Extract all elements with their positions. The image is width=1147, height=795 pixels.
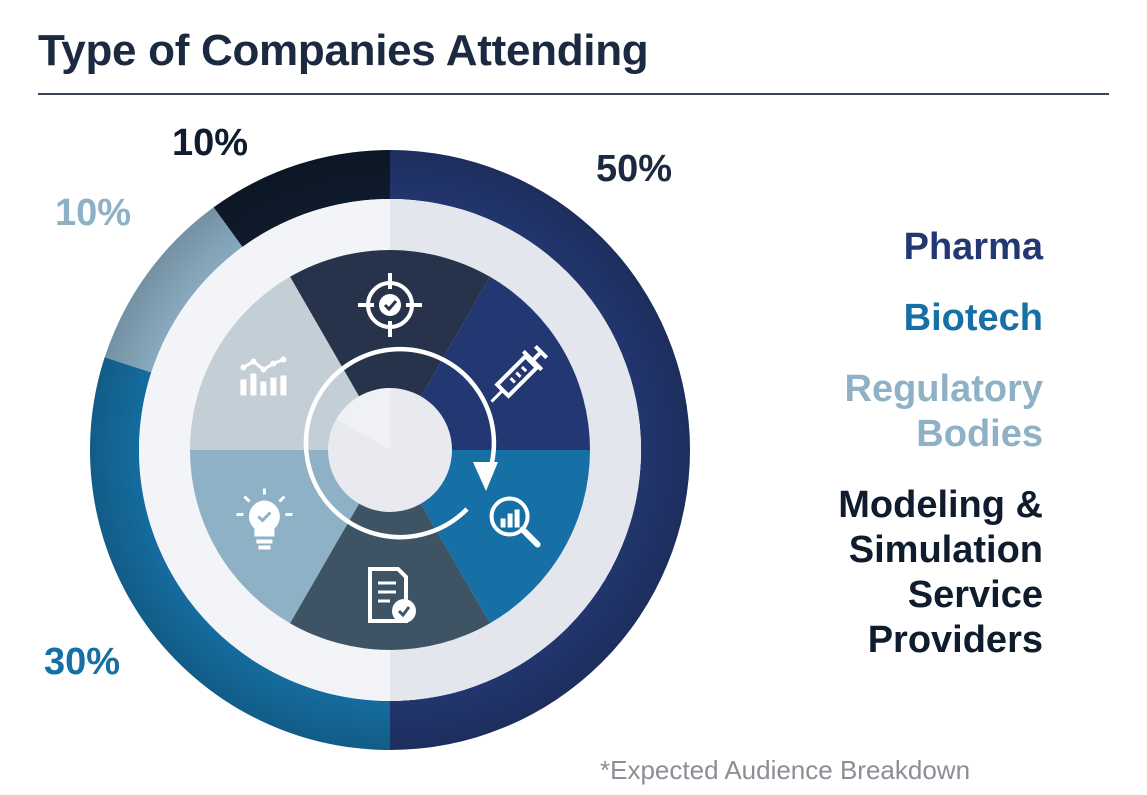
label-biotech-pct: 30% bbox=[44, 641, 121, 683]
legend-line: Bodies bbox=[916, 413, 1043, 455]
document-check-icon bbox=[368, 567, 416, 623]
wedge-lightbulb-check bbox=[190, 450, 390, 624]
label-modeling-pct: 10% bbox=[172, 122, 249, 164]
bar-line-chart-icon bbox=[240, 356, 287, 396]
chart-title: Type of Companies Attending bbox=[38, 26, 649, 75]
legend-item-pharma: Pharma bbox=[838, 225, 1043, 270]
legend-item-regulatory: Regulatory Bodies bbox=[838, 367, 1043, 457]
wedge-document-check bbox=[290, 450, 490, 650]
legend-line: Regulatory bbox=[844, 368, 1043, 410]
legend-line: Simulation bbox=[848, 529, 1043, 571]
legend: Pharma Biotech Regulatory Bodies Modelin… bbox=[838, 225, 1043, 663]
analytics-search-icon bbox=[489, 496, 541, 548]
hub-highlight bbox=[336, 388, 390, 450]
lightbulb-check-icon bbox=[236, 488, 293, 550]
title-divider bbox=[38, 93, 1109, 95]
legend-line: Service bbox=[907, 574, 1043, 616]
syringe-icon bbox=[490, 344, 549, 403]
label-regulatory-pct: 10% bbox=[55, 192, 132, 234]
wedge-syringe bbox=[390, 276, 590, 450]
legend-item-modeling: Modeling & Simulation Service Providers bbox=[838, 483, 1043, 663]
footnote: *Expected Audience Breakdown bbox=[600, 755, 971, 785]
target-check-icon bbox=[358, 273, 422, 337]
label-pharma-pct: 50% bbox=[596, 148, 673, 190]
wedge-analytics-search bbox=[390, 450, 590, 624]
center-hub bbox=[328, 388, 452, 512]
legend-line: Biotech bbox=[903, 297, 1043, 339]
legend-line: Providers bbox=[867, 619, 1043, 661]
legend-item-biotech: Biotech bbox=[838, 296, 1043, 341]
legend-line: Pharma bbox=[903, 226, 1043, 268]
cycle-arrow bbox=[303, 346, 498, 540]
legend-line: Modeling & bbox=[838, 484, 1043, 526]
wedge-bar-line-chart bbox=[190, 276, 390, 450]
